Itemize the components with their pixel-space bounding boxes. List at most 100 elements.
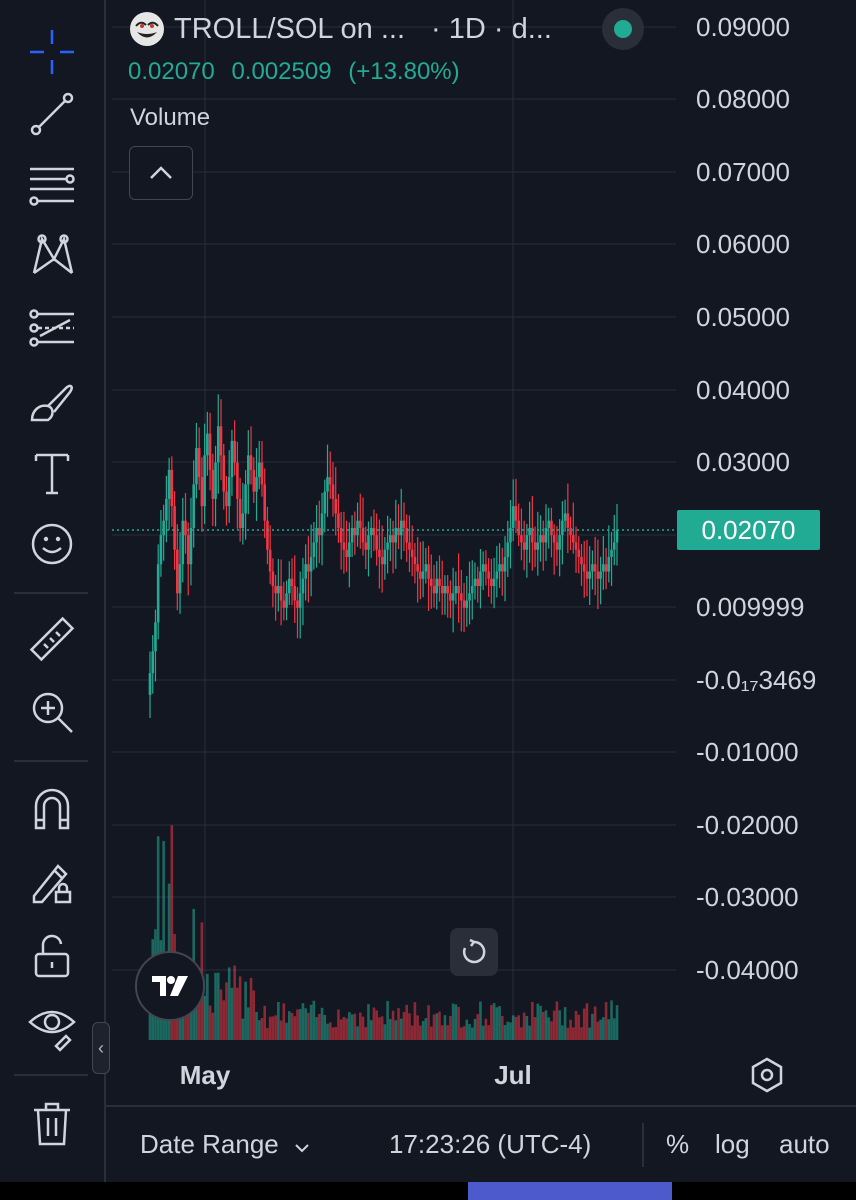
candle-body [588,571,591,579]
volume-bar [271,1016,275,1040]
volume-bar [593,1006,597,1040]
candle-body [227,477,231,507]
volume-bar [438,1011,441,1040]
volume-bar [353,1013,357,1040]
candle-body [148,673,152,695]
chart-legend: TROLL/SOL on ... · 1D · d... [130,10,552,48]
volume-bar [304,1008,307,1040]
candle-body [197,448,201,478]
candle-body [429,578,433,587]
price-tick-label: -0.01000 [696,737,799,767]
log-scale-toggle[interactable]: log [715,1129,750,1159]
volume-bar [547,1017,551,1040]
trend-line-icon[interactable] [22,84,82,144]
forecast-icon[interactable] [22,298,82,358]
candle-body [260,462,264,485]
candle-body [481,564,485,572]
candle-body [555,542,559,550]
candle-body [312,542,316,557]
volume-bar [227,967,231,1040]
volume-indicator-label[interactable]: Volume [130,104,211,131]
text-icon[interactable] [22,443,82,503]
volume-bar [386,1000,389,1040]
toolbar-collapse-button[interactable]: ‹ [92,1022,110,1074]
candle-body [301,578,305,594]
reset-chart-button[interactable] [450,928,498,976]
candle-body [208,433,212,470]
volume-bar [509,1022,512,1040]
tradingview-logo[interactable] [135,951,205,1021]
settings-gear-icon[interactable] [748,1056,786,1094]
volume-bar [249,977,253,1040]
candle-body [361,527,365,543]
volume-bar [358,1012,362,1040]
volume-bar [572,1027,575,1040]
candle-body [282,600,286,608]
candle-body [304,564,307,579]
time-zone-display[interactable]: 17:23:26 (UTC-4) [389,1129,592,1159]
volume-bar [416,1015,419,1040]
volume-bar [342,1016,346,1040]
ruler-icon[interactable] [22,610,82,670]
candle-body [184,520,187,536]
volume-bar [580,1027,583,1040]
trash-icon[interactable] [22,1094,82,1154]
candle-body [544,527,548,543]
candle-body [309,556,313,572]
volume-bar [410,1025,414,1040]
emoji-icon[interactable] [22,514,82,574]
volume-bar [162,841,165,1040]
volume-bar [473,1018,477,1040]
volume-bar [604,1002,608,1040]
symbol-title[interactable]: TROLL/SOL on ... [174,12,406,45]
candle-body [602,564,605,572]
chart-canvas[interactable]: 0.09000 0.08000 0.07000 0.06000 0.05000 0.040… [0,0,856,1105]
candle-body [200,477,204,507]
candle-body [449,593,452,601]
eye-icon[interactable] [22,996,82,1056]
xabcd-pattern-icon[interactable] [22,225,82,285]
price-tick-label: 0.07000 [696,157,790,187]
candle-body [550,520,553,536]
percent-scale-toggle[interactable]: % [666,1129,690,1159]
candle-body [173,506,176,550]
candle-body [244,484,247,514]
volume-bar [315,1017,318,1040]
volume-bar [511,1015,515,1040]
volume-bar [449,1015,452,1040]
candle-body [293,586,297,601]
fib-retracement-icon[interactable] [22,155,82,215]
candle-body [342,542,346,550]
lock-icon[interactable] [22,926,82,986]
volume-bar [460,1027,463,1040]
zoom-in-icon[interactable] [22,682,82,742]
candle-body [274,586,277,594]
market-status-indicator[interactable] [602,8,644,50]
candle-body [476,578,480,587]
volume-bar [328,1022,332,1040]
candle-body [266,520,269,550]
symbol-interval[interactable]: · 1D · d... [431,12,552,45]
candle-body [337,513,340,528]
lock-drawing-icon[interactable] [22,852,82,912]
candle-body [263,484,267,521]
auto-scale-toggle[interactable]: auto [779,1129,830,1159]
volume-bar [225,982,228,1040]
volume-bar [596,1021,600,1040]
volume-bar [413,1002,417,1040]
candle-body [296,600,299,608]
candle-body [410,549,414,557]
candle-body [419,571,422,579]
candle-body [563,513,567,521]
candle-body [233,440,236,463]
candle-body [479,571,482,587]
price-tick-label: -0.02000 [696,810,799,840]
crosshair-icon[interactable] [22,22,82,82]
brush-icon[interactable] [22,372,82,432]
volume-bar [312,1000,316,1040]
volume-bar [268,1016,272,1040]
date-range-dropdown[interactable]: Date Range [140,1129,310,1160]
magnet-icon[interactable] [22,780,82,840]
legend-collapse-button[interactable] [129,146,193,200]
volume-bar [378,1017,381,1040]
